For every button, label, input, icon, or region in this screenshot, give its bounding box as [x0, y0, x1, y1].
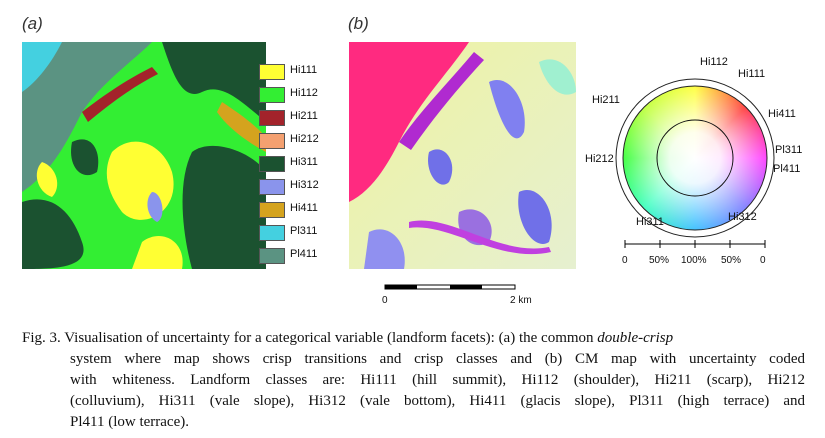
legend-label: Hi211: [290, 110, 318, 122]
whiteness-label: 0: [622, 255, 628, 266]
whiteness-label: 50%: [721, 255, 742, 266]
legend-swatch: [259, 64, 285, 80]
scale-label: 0: [382, 295, 388, 306]
panel-label: (b): [348, 14, 369, 33]
wheel-label: Hi312: [728, 211, 757, 223]
caption-line: Fig. 3. Visualisation of uncertainty for…: [22, 330, 805, 347]
wheel-label: Hi311: [636, 216, 664, 228]
whiteness-axis: [624, 240, 766, 248]
whiteness-label: 100%: [681, 255, 707, 266]
legend-swatch: [259, 156, 285, 172]
map-b: [349, 42, 576, 269]
wheel-label: Pl411: [773, 163, 801, 175]
legend-swatch: [259, 202, 285, 218]
legend-swatch: [259, 87, 285, 103]
legend-swatch: [259, 225, 285, 241]
legend-swatch: [259, 179, 285, 195]
panel-label: (a): [22, 14, 43, 33]
legend-swatch: [259, 110, 285, 126]
wheel-label: Pl311: [775, 144, 803, 156]
legend-label: Hi111: [290, 64, 318, 76]
whiteness-label: 50%: [649, 255, 670, 266]
wheel-label: Hi211: [592, 94, 620, 106]
caption-line: Pl411 (low terrace).: [70, 414, 189, 430]
color-wheel: [623, 86, 767, 230]
legend-swatch: [259, 248, 285, 264]
legend-label: Pl311: [290, 225, 318, 237]
legend-label: Pl411: [290, 248, 318, 260]
caption-text: Fig. 3. Visualisation of uncertainty for…: [22, 330, 598, 346]
caption-line: system where map shows crisp transitions…: [70, 351, 805, 367]
legend-label: Hi312: [290, 179, 319, 191]
whiteness-label: 0: [760, 255, 766, 266]
caption-line: (colluvium), Hi311 (vale slope), Hi312 (…: [70, 393, 805, 409]
wheel-label: Hi112: [700, 56, 728, 68]
wheel-label: Hi111: [738, 68, 766, 80]
caption-line: with whiteness. Landform classes are: Hi…: [70, 372, 805, 388]
caption-text: double-crisp: [597, 330, 674, 346]
scale-label: 2 km: [510, 295, 532, 306]
wheel-label: Hi411: [768, 108, 796, 120]
map-a: [22, 42, 266, 269]
wheel-label: Hi212: [585, 153, 614, 165]
legend-label: Hi112: [290, 87, 318, 99]
legend-label: Hi212: [290, 133, 319, 145]
legend-swatch: [259, 133, 285, 149]
scale-bar: [384, 284, 516, 290]
legend-label: Hi311: [290, 156, 318, 168]
legend-label: Hi411: [290, 202, 318, 214]
wheel-outline: [615, 78, 775, 238]
